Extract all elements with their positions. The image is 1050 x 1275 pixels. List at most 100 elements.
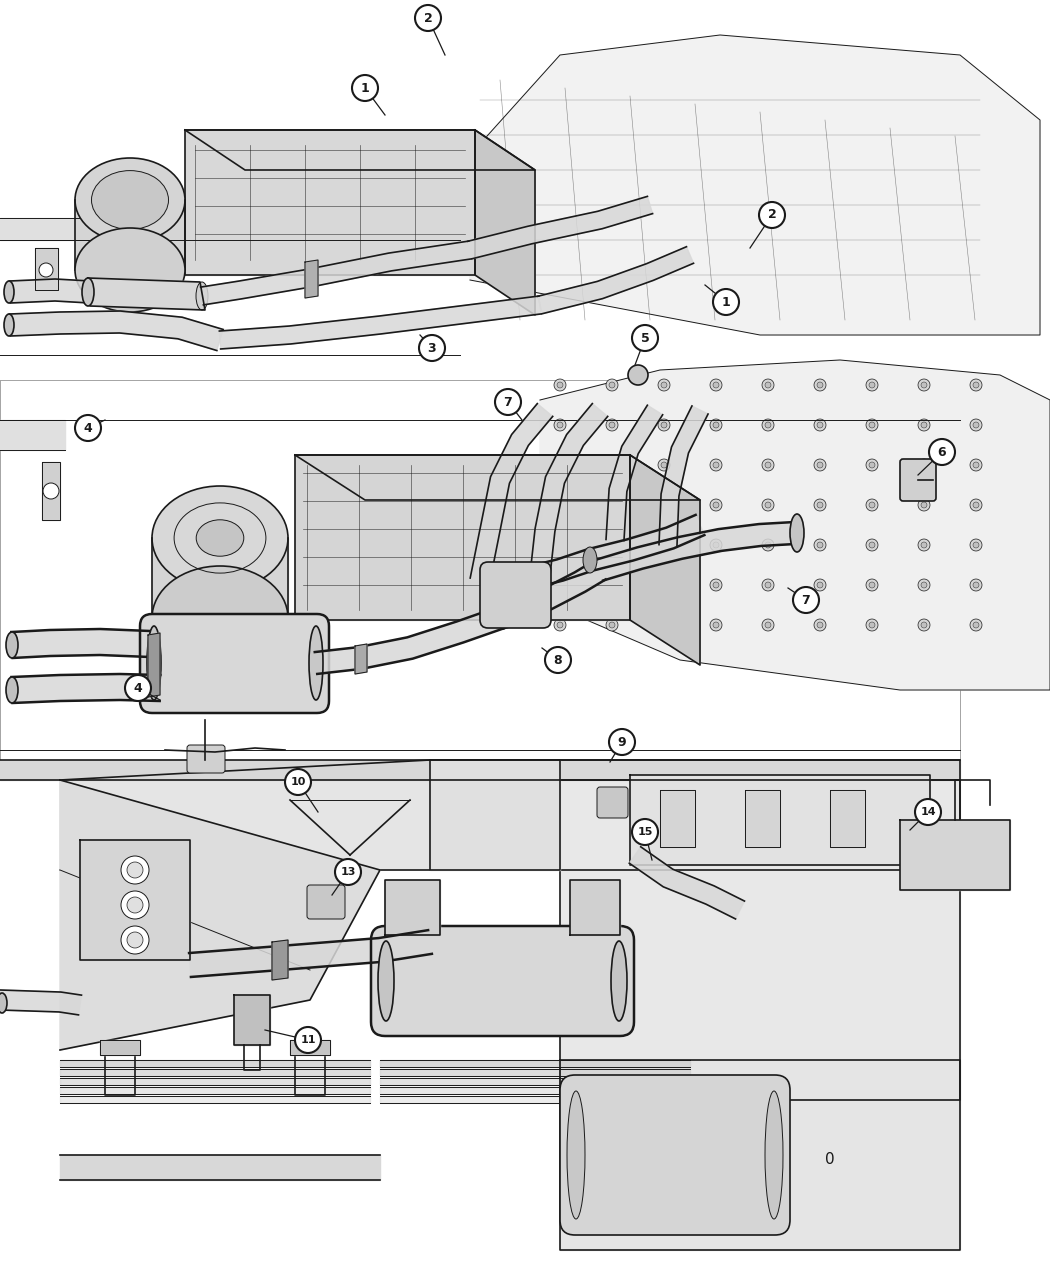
Polygon shape bbox=[9, 279, 90, 303]
Circle shape bbox=[765, 542, 771, 548]
Polygon shape bbox=[60, 760, 960, 870]
Text: 3: 3 bbox=[427, 342, 437, 354]
Circle shape bbox=[710, 499, 722, 511]
Circle shape bbox=[609, 462, 615, 468]
Circle shape bbox=[869, 382, 875, 388]
Polygon shape bbox=[60, 1060, 370, 1067]
Circle shape bbox=[662, 422, 667, 428]
Polygon shape bbox=[530, 404, 608, 576]
Circle shape bbox=[973, 462, 979, 468]
Text: 4: 4 bbox=[133, 682, 143, 695]
Circle shape bbox=[765, 382, 771, 388]
Circle shape bbox=[921, 542, 927, 548]
Circle shape bbox=[658, 459, 670, 470]
Polygon shape bbox=[12, 629, 150, 658]
Circle shape bbox=[710, 579, 722, 592]
Circle shape bbox=[609, 542, 615, 548]
Circle shape bbox=[765, 502, 771, 507]
Circle shape bbox=[662, 462, 667, 468]
Polygon shape bbox=[100, 1040, 140, 1054]
Polygon shape bbox=[385, 880, 440, 935]
Circle shape bbox=[866, 579, 878, 592]
Circle shape bbox=[929, 439, 956, 465]
Polygon shape bbox=[201, 241, 471, 305]
Circle shape bbox=[632, 325, 658, 351]
Circle shape bbox=[762, 539, 774, 551]
Polygon shape bbox=[0, 989, 82, 1015]
Circle shape bbox=[606, 618, 618, 631]
Circle shape bbox=[918, 539, 930, 551]
Circle shape bbox=[710, 539, 722, 551]
Circle shape bbox=[970, 459, 982, 470]
Circle shape bbox=[658, 379, 670, 391]
Polygon shape bbox=[12, 674, 161, 703]
Circle shape bbox=[556, 382, 563, 388]
Circle shape bbox=[759, 201, 785, 228]
Polygon shape bbox=[470, 404, 552, 581]
Ellipse shape bbox=[790, 514, 804, 552]
Circle shape bbox=[814, 499, 826, 511]
Circle shape bbox=[609, 622, 615, 629]
Circle shape bbox=[762, 499, 774, 511]
Polygon shape bbox=[88, 278, 205, 310]
Circle shape bbox=[973, 581, 979, 588]
Polygon shape bbox=[659, 405, 708, 546]
Circle shape bbox=[765, 422, 771, 428]
Circle shape bbox=[658, 579, 670, 592]
Polygon shape bbox=[152, 538, 288, 618]
Circle shape bbox=[606, 539, 618, 551]
Circle shape bbox=[973, 422, 979, 428]
Circle shape bbox=[817, 542, 823, 548]
Text: 9: 9 bbox=[617, 736, 626, 748]
Polygon shape bbox=[42, 462, 60, 520]
Polygon shape bbox=[430, 760, 560, 870]
Circle shape bbox=[921, 502, 927, 507]
Text: 4: 4 bbox=[84, 422, 92, 435]
Circle shape bbox=[765, 462, 771, 468]
Polygon shape bbox=[746, 790, 780, 847]
Polygon shape bbox=[0, 419, 65, 450]
Circle shape bbox=[609, 581, 615, 588]
Polygon shape bbox=[468, 196, 653, 259]
Circle shape bbox=[918, 499, 930, 511]
Text: 14: 14 bbox=[920, 807, 936, 817]
Circle shape bbox=[973, 382, 979, 388]
Circle shape bbox=[869, 622, 875, 629]
Circle shape bbox=[632, 819, 658, 845]
Circle shape bbox=[817, 622, 823, 629]
Circle shape bbox=[713, 382, 719, 388]
Text: 2: 2 bbox=[423, 11, 433, 24]
Ellipse shape bbox=[82, 278, 94, 306]
Polygon shape bbox=[295, 455, 630, 620]
Circle shape bbox=[970, 419, 982, 431]
FancyBboxPatch shape bbox=[187, 745, 225, 773]
Circle shape bbox=[814, 419, 826, 431]
Polygon shape bbox=[60, 1096, 370, 1103]
Text: 5: 5 bbox=[640, 332, 649, 344]
Circle shape bbox=[762, 618, 774, 631]
Circle shape bbox=[556, 422, 563, 428]
Circle shape bbox=[970, 499, 982, 511]
Text: 1: 1 bbox=[721, 296, 731, 309]
Circle shape bbox=[970, 539, 982, 551]
Text: 11: 11 bbox=[300, 1035, 316, 1046]
Circle shape bbox=[127, 898, 143, 913]
Circle shape bbox=[609, 382, 615, 388]
Circle shape bbox=[121, 926, 149, 954]
Text: 10: 10 bbox=[290, 776, 306, 787]
Circle shape bbox=[970, 579, 982, 592]
Circle shape bbox=[973, 542, 979, 548]
Circle shape bbox=[921, 622, 927, 629]
Circle shape bbox=[915, 799, 941, 825]
Circle shape bbox=[710, 379, 722, 391]
Circle shape bbox=[662, 502, 667, 507]
Circle shape bbox=[556, 581, 563, 588]
FancyBboxPatch shape bbox=[140, 615, 329, 713]
Circle shape bbox=[554, 539, 566, 551]
Circle shape bbox=[814, 459, 826, 470]
Circle shape bbox=[918, 579, 930, 592]
Polygon shape bbox=[475, 130, 536, 315]
Circle shape bbox=[556, 462, 563, 468]
FancyBboxPatch shape bbox=[560, 1075, 790, 1235]
Circle shape bbox=[814, 618, 826, 631]
